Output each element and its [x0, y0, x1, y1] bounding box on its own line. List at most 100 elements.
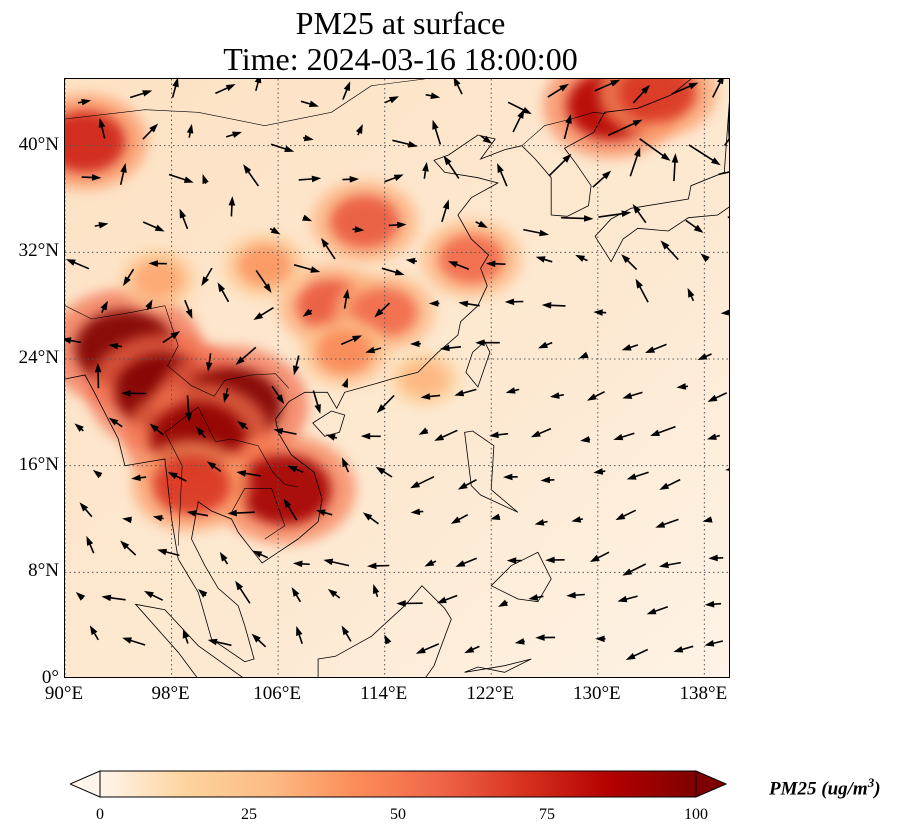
- wind-arrow-head: [659, 482, 670, 490]
- wind-arrow-head: [365, 346, 376, 354]
- wind-arrow-head: [418, 427, 429, 435]
- wind-arrow-head: [228, 196, 236, 206]
- wind-arrow-head: [235, 580, 244, 591]
- wind-arrow-head: [578, 351, 589, 359]
- wind-arrow-head: [420, 393, 431, 400]
- wind-arrow-head: [485, 260, 496, 268]
- wind-arrow-head: [566, 591, 576, 599]
- wind-arrow-head: [545, 556, 555, 564]
- wind-arrow-head: [185, 412, 192, 423]
- wind-arrow-head: [74, 423, 84, 432]
- wind-arrow-head: [659, 561, 669, 569]
- wind-arrow-head: [455, 560, 466, 567]
- wind-arrow-head: [101, 594, 112, 602]
- wind-arrow-head: [535, 634, 545, 641]
- wind-arrow-head: [443, 155, 452, 166]
- wind-arrow-shaft: [723, 137, 729, 147]
- wind-arrow-head: [436, 596, 447, 604]
- wind-arrow-head: [725, 468, 729, 471]
- wind-arrow-head: [284, 145, 295, 153]
- wind-arrow-head: [716, 79, 724, 85]
- pm25-hotspot: [65, 110, 126, 173]
- wind-arrow-head: [263, 283, 272, 293]
- wind-arrow-head: [296, 625, 303, 636]
- wind-arrow-head: [450, 516, 461, 524]
- wind-arrow-head: [302, 214, 313, 222]
- colorbar-tick-label: 25: [241, 806, 257, 823]
- wind-arrow-head: [122, 516, 132, 524]
- wind-arrow-head: [424, 559, 435, 567]
- wind-arrow-head: [157, 548, 168, 556]
- coastline-sumatra: [134, 603, 243, 677]
- wind-arrow-head: [704, 600, 715, 608]
- colorbar-tick-label: 75: [539, 806, 555, 823]
- wind-arrow-head: [366, 562, 377, 570]
- wind-arrow-head: [145, 299, 153, 310]
- wind-arrow-head: [362, 512, 373, 521]
- country-border: [197, 406, 299, 488]
- wind-arrow-head: [503, 473, 513, 481]
- wind-arrow-head: [432, 119, 439, 130]
- wind-arrow-head: [81, 98, 92, 106]
- wind-arrow-head: [671, 153, 679, 163]
- wind-arrow-head: [183, 176, 194, 183]
- wind-arrow-head: [315, 509, 326, 516]
- wind-arrow-head: [186, 123, 194, 134]
- wind-arrow-head: [442, 199, 450, 210]
- wind-arrow-head: [79, 502, 89, 512]
- longitude-tick-label: 98°E: [151, 683, 190, 704]
- wind-arrow-head: [641, 84, 650, 95]
- wind-arrow-head: [149, 423, 159, 433]
- map-title: PM25 at surface: [295, 5, 506, 41]
- wind-arrow-head: [205, 362, 213, 372]
- wind-arrow-head: [622, 392, 633, 399]
- wind-arrow-head: [632, 203, 641, 214]
- wind-arrow-head: [343, 81, 351, 92]
- wind-arrow-head: [673, 646, 684, 653]
- wind-arrow-head: [575, 254, 586, 262]
- wind-arrow-head: [92, 469, 103, 479]
- wind-arrow-head: [504, 298, 515, 306]
- wind-arrow-head: [179, 208, 187, 219]
- wind-arrow-head: [422, 161, 429, 172]
- wind-arrow-head: [660, 152, 671, 161]
- wind-arrow-head: [559, 83, 569, 92]
- wind-arrow-head: [622, 568, 633, 576]
- wind-arrow-head: [354, 226, 365, 233]
- wind-arrow-head: [98, 118, 106, 129]
- wind-arrow-head: [589, 554, 600, 562]
- wind-arrow-head: [201, 276, 209, 287]
- coastline-taiwan: [465, 341, 491, 388]
- wind-arrow-head: [646, 608, 657, 615]
- pm25-hotspot: [329, 195, 400, 249]
- wind-arrow-head: [360, 432, 371, 440]
- wind-arrow-head: [232, 131, 243, 138]
- wind-arrow-head: [100, 300, 108, 311]
- wind-arrow-head: [537, 341, 549, 349]
- wind-arrow-head: [720, 309, 729, 316]
- wind-arrow-head: [236, 470, 247, 477]
- wind-arrow-head: [702, 516, 713, 523]
- wind-arrow-head: [394, 269, 405, 276]
- wind-arrow-head: [253, 312, 264, 320]
- pm25-map-canvas: [65, 79, 729, 677]
- wind-arrow-head: [505, 387, 516, 394]
- wind-arrow-head: [388, 96, 399, 104]
- wind-arrow-head: [197, 589, 208, 598]
- coastline-sulawesi: [464, 658, 532, 673]
- wind-arrow-head: [405, 257, 416, 265]
- wind-arrow-head: [219, 551, 228, 562]
- pm25-hotspot: [401, 361, 449, 397]
- wind-arrow-head: [708, 554, 718, 562]
- wind-arrow-head: [517, 108, 525, 119]
- wind-arrow-head: [292, 560, 303, 568]
- wind-arrow-head: [227, 509, 237, 517]
- wind-arrow-head: [351, 335, 362, 343]
- wind-arrow-head: [660, 240, 670, 250]
- wind-arrow-head: [415, 646, 426, 654]
- wind-arrow-head: [632, 119, 643, 127]
- pm25-hotspot: [315, 330, 374, 375]
- wind-arrow-head: [540, 476, 551, 484]
- latitude-tick-label: 8°N: [28, 560, 59, 582]
- wind-arrow-head: [149, 123, 159, 133]
